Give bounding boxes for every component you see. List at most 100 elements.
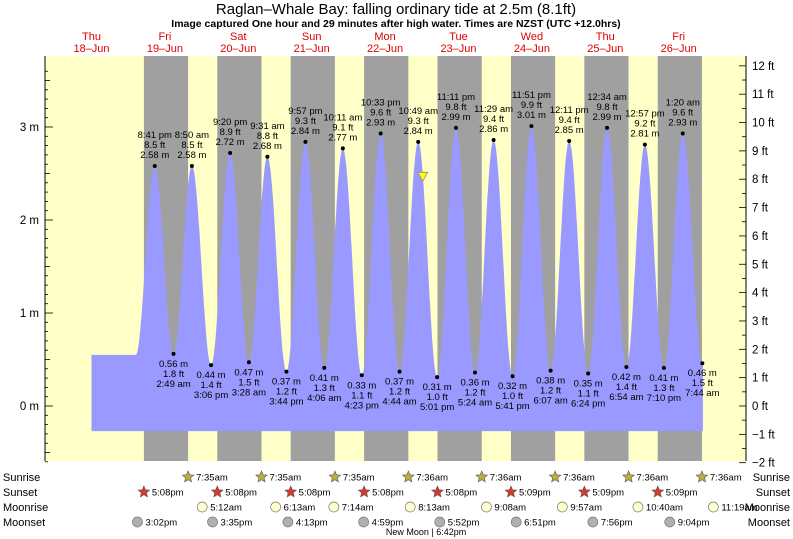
high-tide-feet: 8.5 ft [144,140,165,151]
low-tide-feet: 1.2 ft [389,387,410,398]
tide-extreme-dot [491,138,496,143]
high-tide-feet: 9.4 ft [483,114,504,125]
day-date-label: 25–Jun [587,43,623,55]
high-tide-metres: 2.77 m [328,132,357,143]
high-tide-metres: 2.58 m [177,150,206,161]
high-tide-metres: 2.84 m [291,126,320,137]
sunset-star [137,485,151,498]
moonrise-time: 6:13am [284,503,316,514]
moonset-moon [282,516,294,528]
moonset-row-label: Moonset [3,517,45,529]
moonrise-moon [481,501,492,513]
high-tide-time: 12:11 pm [550,105,589,116]
tide-extreme-dot [529,124,534,129]
low-tide-feet: 1.4 ft [616,382,637,393]
moonset-time: 4:59pm [372,518,404,529]
low-tide-time: 6:07 am [533,396,567,407]
high-tide-metres: 2.86 m [479,124,508,135]
high-tide-feet: 8.9 ft [220,127,241,138]
day-name-label: Mon [374,31,395,43]
low-tide-metres: 0.42 m [612,372,641,383]
right-tick-label: 2 ft [752,344,769,356]
sunset-time: 5:09pm [666,488,698,499]
tide-extreme-dot [605,125,610,130]
sunset-star [357,485,371,498]
sunset-star [651,485,665,498]
sunset-time: 5:08pm [445,488,477,499]
tide-extreme-dot [624,364,629,369]
high-tide-metres: 3.01 m [517,110,546,121]
sun-moon-table: Sunrise Sunrise 7:35am 7:35am 7:35am 7:36am 7:… [3,470,790,537]
low-tide-time: 5:24 am [458,398,492,409]
low-tide-time: 4:06 am [307,393,341,404]
high-tide-time: 11:11 pm [437,92,475,103]
low-tide-feet: 1.3 ft [314,383,335,394]
low-tide-time: 7:10 pm [647,393,681,404]
high-tide-time: 11:29 am [474,104,513,115]
right-tick-label: 0 ft [752,401,769,413]
high-tide-feet: 9.2 ft [634,119,655,130]
sunset-time: 5:08pm [225,488,257,499]
sunrise-time: 7:36am [563,473,595,484]
high-tide-metres: 2.81 m [630,129,659,140]
tide-area [91,126,703,432]
moonrise-time: 9:57am [570,503,602,514]
sunrise-time: 7:35am [343,473,375,484]
tide-extreme-dot [378,131,383,136]
sunset-time: 5:08pm [299,488,331,499]
sunrise-time: 7:36am [637,473,669,484]
high-tide-time: 10:11 am [323,112,362,123]
low-tide-metres: 0.41 m [649,373,678,384]
tide-extreme-dot [548,368,553,373]
low-tide-feet: 1.2 ft [540,386,561,397]
moonset-moon [358,516,369,528]
moonset-moon [132,516,143,528]
high-tide-time: 12:34 am [587,92,627,103]
sunset-row-label-right: Sunset [756,487,790,499]
low-tide-time: 4:23 pm [345,400,379,411]
tide-extreme-dot [680,131,685,136]
right-tick-label: 11 ft [752,89,774,101]
day-name-label: Sun [302,31,322,43]
high-tide-metres: 2.68 m [253,141,282,152]
moonset-moon [510,516,522,528]
sunrise-star [475,470,489,483]
moonrise-time: 10:40am [646,503,683,514]
left-tick-label: 2 m [20,215,39,227]
right-tick-label: 8 ft [752,174,769,186]
high-tide-metres: 2.84 m [404,126,433,137]
sunrise-row-label: Sunrise [3,472,40,484]
low-tide-feet: 1.5 ft [238,377,259,388]
low-tide-time: 4:44 am [382,397,416,408]
high-tide-time: 1:20 am [666,98,700,109]
sunrise-time: 7:35am [269,473,301,484]
right-tick-label: 10 ft [752,118,775,130]
low-tide-time: 3:44 pm [269,397,303,408]
chart-subtitle: Image captured One hour and 29 minutes a… [171,18,620,30]
low-tide-metres: 0.37 m [272,377,301,388]
day-date-label: 24–Jun [514,43,550,55]
sunset-star [577,485,591,498]
moonrise-row-label: Moonrise [3,502,48,514]
right-tick-label: 4 ft [752,288,769,300]
moonset-time: 3:02pm [145,518,177,529]
high-tide-feet: 9.9 ft [521,100,542,111]
chart-title: Raglan–Whale Bay: falling ordinary tide … [216,1,576,18]
high-tide-metres: 2.85 m [555,125,584,136]
sunrise-star [548,470,562,483]
low-tide-metres: 0.56 m [159,359,188,370]
moonrise-moon [270,501,282,513]
right-tick-label: 9 ft [752,146,769,158]
low-tide-time: 7:44 am [685,388,719,399]
high-tide-metres: 2.93 m [668,118,697,129]
high-tide-feet: 8.8 ft [257,131,278,142]
low-tide-feet: 1.0 ft [502,391,523,402]
low-tide-time: 3:28 am [232,387,266,398]
sunset-time: 5:08pm [372,488,404,499]
low-tide-feet: 1.4 ft [201,380,222,391]
moonrise-row-label-right: Moonrise [745,502,790,514]
moonrise-time: 11:19am [721,503,757,514]
low-tide-feet: 1.2 ft [276,387,297,398]
low-tide-time: 5:41 pm [495,401,529,412]
moonrise-time: 8:13am [418,503,450,514]
